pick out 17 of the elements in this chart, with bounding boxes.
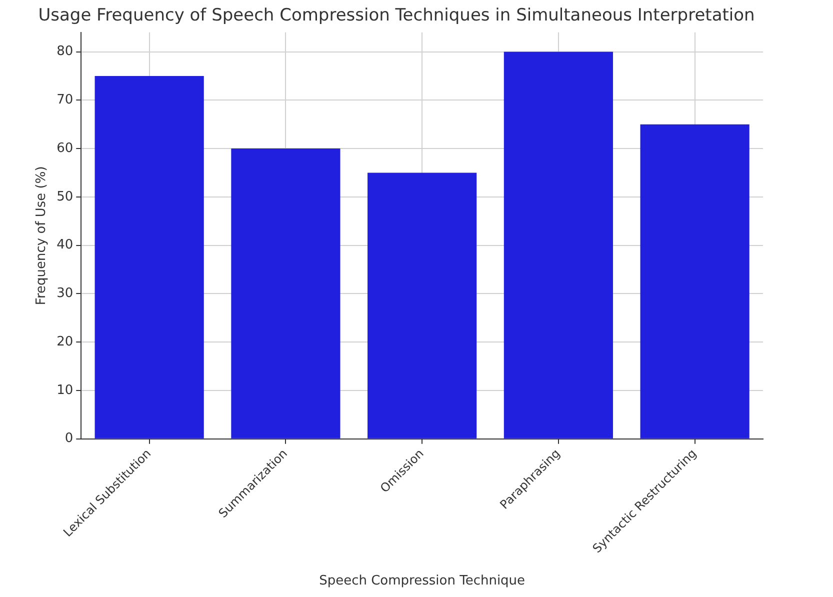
y-tick-label: 80 xyxy=(56,44,74,60)
y-tick-label: 40 xyxy=(56,238,74,253)
y-tick-label: 10 xyxy=(56,382,74,398)
bar xyxy=(368,172,477,438)
chart-title: Usage Frequency of Speech Compression Techniques in Simultaneous Interpretation xyxy=(38,6,755,26)
bar xyxy=(94,76,204,438)
bar xyxy=(504,52,613,438)
y-tick-label: 60 xyxy=(56,140,74,156)
y-tick-label: 20 xyxy=(56,334,74,350)
y-tick-label: 50 xyxy=(56,189,74,204)
y-axis-title: Frequency of Use (%) xyxy=(34,166,50,306)
y-tick-label: 0 xyxy=(64,431,74,446)
bar xyxy=(640,124,750,438)
x-axis-title: Speech Compression Technique xyxy=(319,574,526,589)
y-tick-label: 70 xyxy=(56,92,74,108)
bar xyxy=(231,148,340,438)
y-tick-label: 30 xyxy=(56,286,74,302)
